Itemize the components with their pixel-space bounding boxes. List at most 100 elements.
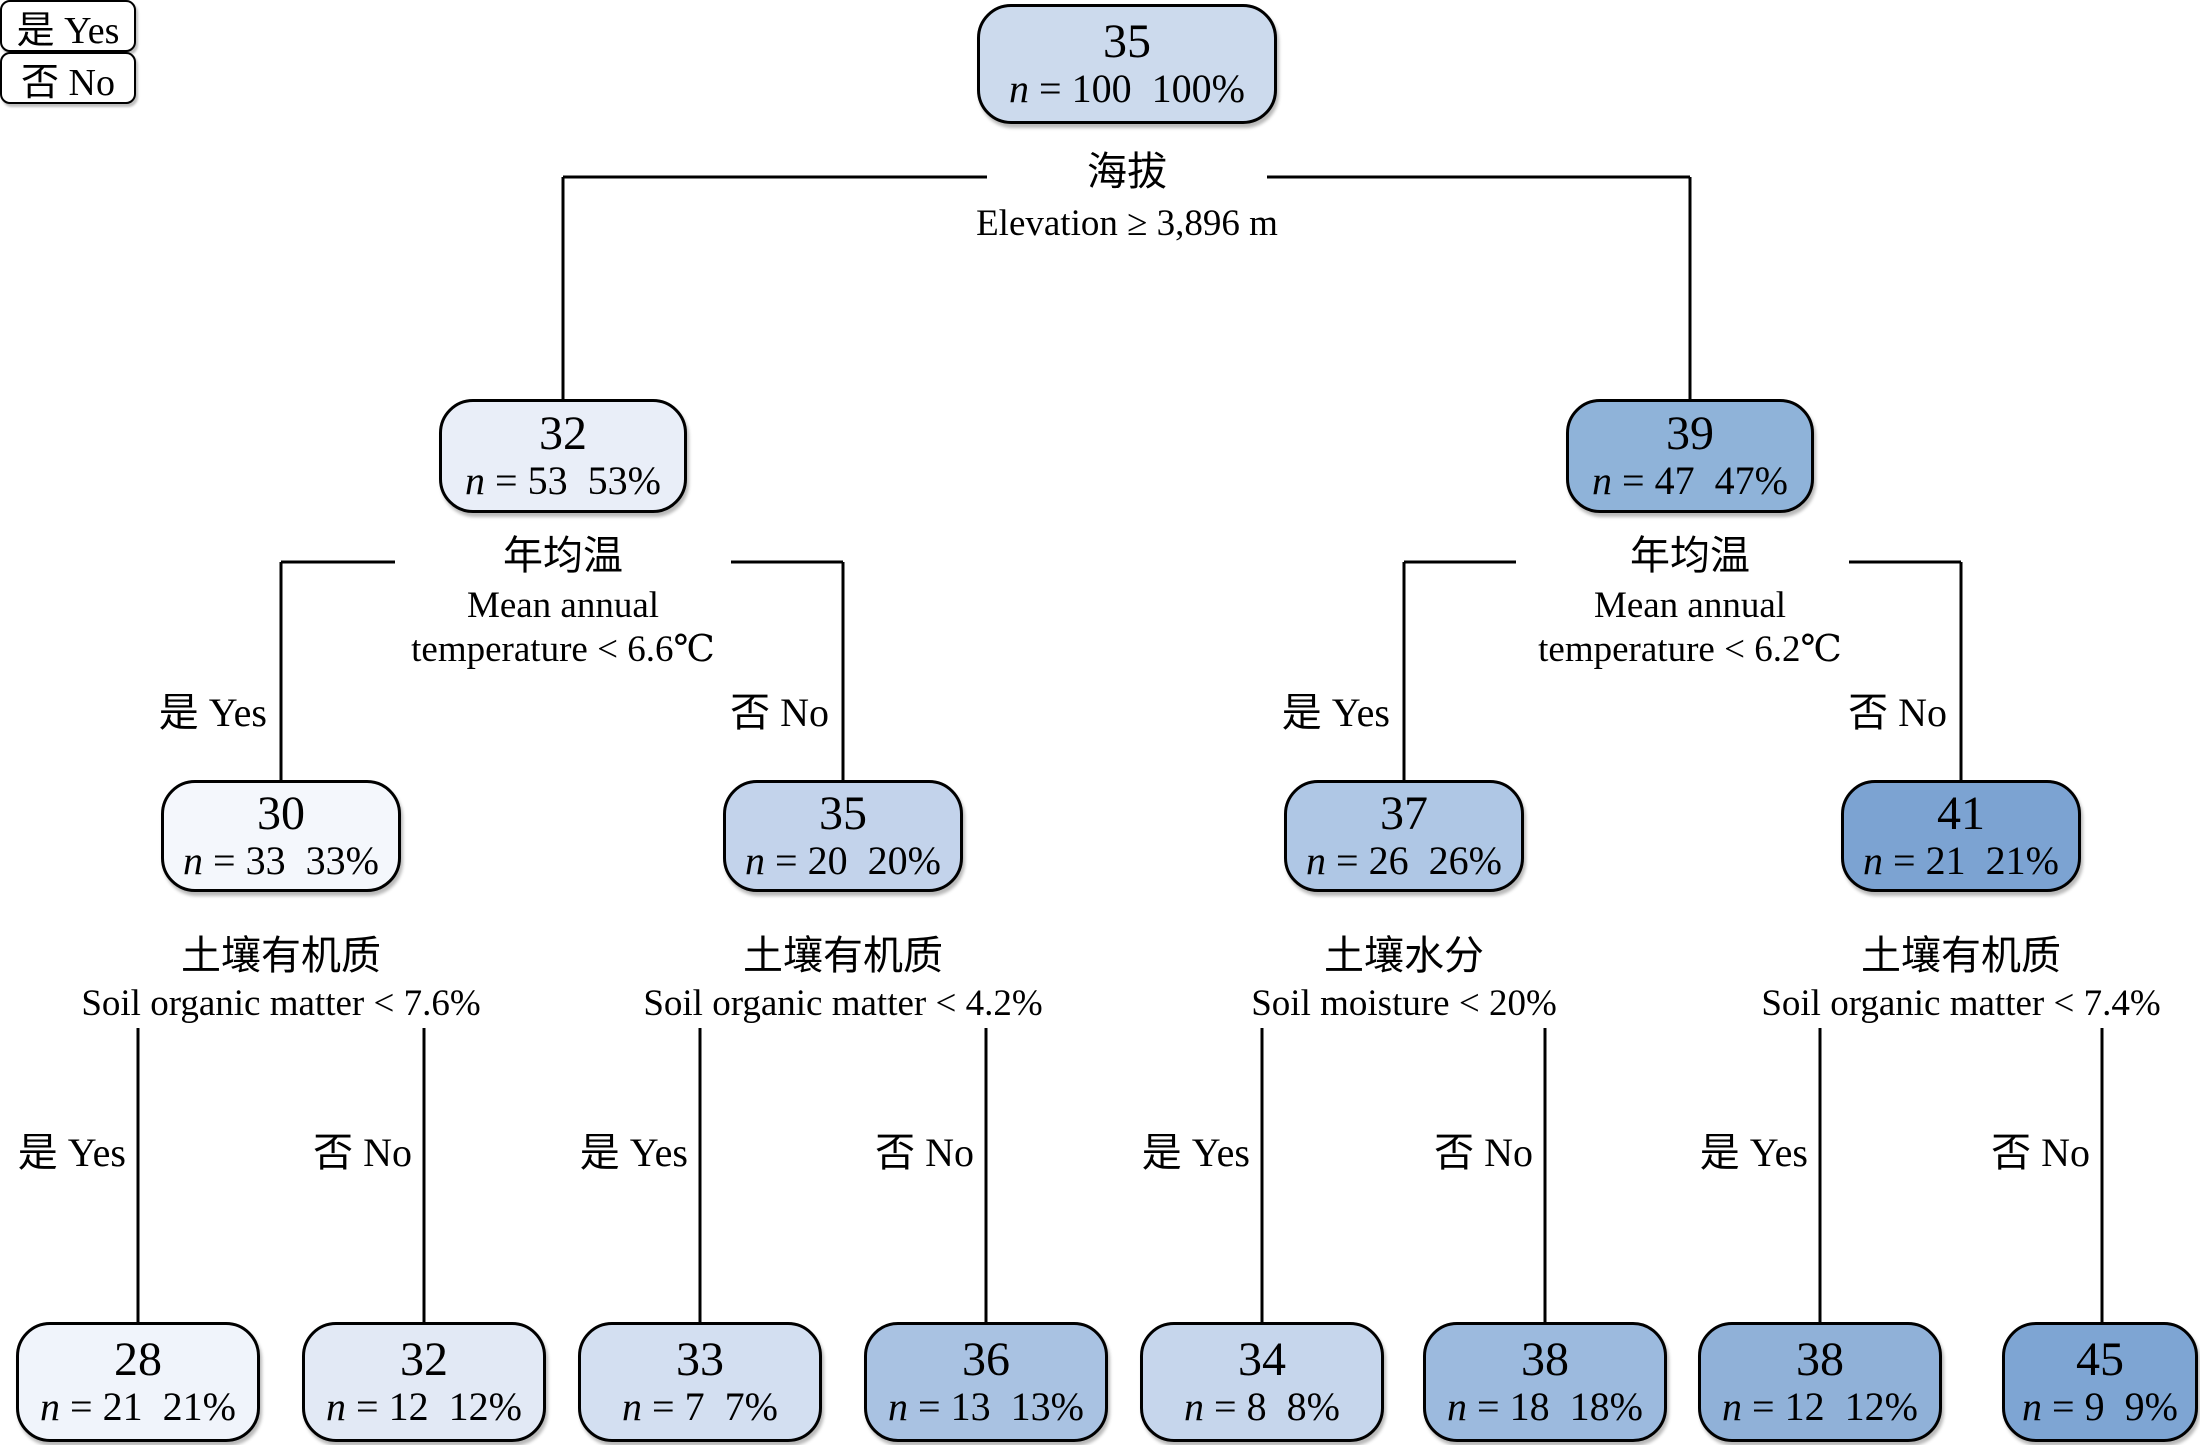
edge-label-rl-yes: 是 Yes: [1141, 1130, 1250, 1175]
tree-node-rl: 37 n = 26 26%: [1284, 780, 1524, 892]
node-n-line: n = 20 20%: [745, 839, 941, 883]
n-count: = 33 33%: [203, 838, 379, 884]
node-value: 30: [257, 786, 305, 840]
split-label-elevation-en: Elevation ≥ 3,896 m: [976, 203, 1278, 244]
n-symbol: n: [2022, 1384, 2043, 1430]
edge-label-root-yes: 是 Yes: [0, 0, 136, 52]
tree-leaf-5: 34 n = 8 8%: [1140, 1322, 1384, 1442]
n-symbol: n: [1592, 458, 1613, 504]
n-count: = 53 53%: [485, 458, 661, 504]
node-value: 38: [1521, 1332, 1569, 1386]
tree-leaf-2: 32 n = 12 12%: [302, 1322, 546, 1442]
n-count: = 20 20%: [765, 838, 941, 884]
n-symbol: n: [1009, 66, 1030, 112]
tree-node-lr: 35 n = 20 20%: [723, 780, 963, 892]
split-label-elevation-cn: 海拔: [987, 146, 1267, 198]
edge-label-right-yes: 是 Yes: [1281, 690, 1390, 735]
n-symbol: n: [465, 458, 486, 504]
edge-label-rl-no: 否 No: [1434, 1130, 1533, 1175]
n-symbol: n: [1306, 838, 1327, 884]
n-count: = 7 7%: [642, 1384, 778, 1430]
split-label-left-temp-en1: Mean annual: [466, 585, 660, 626]
edge-label-rr-yes: 是 Yes: [1699, 1130, 1808, 1175]
edge-label-lr-yes: 是 Yes: [579, 1130, 688, 1175]
node-value: 35: [1103, 14, 1151, 68]
n-symbol: n: [1863, 838, 1884, 884]
node-value: 45: [2076, 1332, 2124, 1386]
edge-label-ll-yes: 是 Yes: [17, 1130, 126, 1175]
n-count: = 21 21%: [60, 1384, 236, 1430]
split-label-right-temp-en2: temperature < 6.2℃: [1538, 629, 1842, 670]
n-count: = 13 13%: [908, 1384, 1084, 1430]
node-value: 37: [1380, 786, 1428, 840]
node-n-line: n = 53 53%: [465, 459, 661, 503]
n-symbol: n: [183, 838, 204, 884]
tree-leaf-3: 33 n = 7 7%: [578, 1322, 822, 1442]
split-label-right-temp-cn: 年均温: [1605, 530, 1775, 582]
tree-leaf-1: 28 n = 21 21%: [16, 1322, 260, 1442]
split-label-left-temp-cn: 年均温: [478, 530, 648, 582]
tree-node-left: 32 n = 53 53%: [439, 399, 687, 513]
node-n-line: n = 9 9%: [2022, 1385, 2178, 1429]
node-n-line: n = 33 33%: [183, 839, 379, 883]
edge-label-left-yes: 是 Yes: [158, 690, 267, 735]
node-value: 34: [1238, 1332, 1286, 1386]
node-value: 38: [1796, 1332, 1844, 1386]
edge-label-left-no: 否 No: [730, 690, 829, 735]
split-label-lr-som-en: Soil organic matter < 4.2%: [643, 983, 1043, 1024]
tree-leaf-7: 38 n = 12 12%: [1698, 1322, 1942, 1442]
split-label-rr-som-cn: 土壤有机质: [1861, 933, 2061, 978]
node-value: 32: [400, 1332, 448, 1386]
edge-label-lr-no: 否 No: [875, 1130, 974, 1175]
edge-label-ll-no: 否 No: [313, 1130, 412, 1175]
n-count: = 8 8%: [1204, 1384, 1340, 1430]
tree-leaf-8: 45 n = 9 9%: [2002, 1322, 2198, 1442]
split-label-rr-som-en: Soil organic matter < 7.4%: [1761, 983, 2161, 1024]
node-n-line: n = 12 12%: [326, 1385, 522, 1429]
tree-leaf-6: 38 n = 18 18%: [1423, 1322, 1667, 1442]
node-n-line: n = 12 12%: [1722, 1385, 1918, 1429]
n-count: = 47 47%: [1612, 458, 1788, 504]
node-n-line: n = 21 21%: [1863, 839, 2059, 883]
split-label-ll-som-en: Soil organic matter < 7.6%: [81, 983, 481, 1024]
n-symbol: n: [622, 1384, 643, 1430]
node-n-line: n = 100 100%: [1009, 67, 1245, 111]
node-value: 32: [539, 406, 587, 460]
split-label-rl-moisture-en: Soil moisture < 20%: [1251, 983, 1557, 1024]
split-label-lr-som-cn: 土壤有机质: [743, 933, 943, 978]
node-value: 36: [962, 1332, 1010, 1386]
split-label-rl-moisture-cn: 土壤水分: [1324, 933, 1484, 978]
edge-label-right-no: 否 No: [1848, 690, 1947, 735]
n-count: = 9 9%: [2042, 1384, 2178, 1430]
n-symbol: n: [1447, 1384, 1468, 1430]
node-value: 35: [819, 786, 867, 840]
split-label-right-temp-en1: Mean annual: [1593, 585, 1787, 626]
n-count: = 21 21%: [1883, 838, 2059, 884]
node-n-line: n = 7 7%: [622, 1385, 778, 1429]
n-count: = 100 100%: [1029, 66, 1245, 112]
n-symbol: n: [326, 1384, 347, 1430]
n-symbol: n: [745, 838, 766, 884]
node-n-line: n = 21 21%: [40, 1385, 236, 1429]
node-value: 33: [676, 1332, 724, 1386]
n-symbol: n: [1722, 1384, 1743, 1430]
node-value: 39: [1666, 406, 1714, 460]
edge-label-rr-no: 否 No: [1991, 1130, 2090, 1175]
n-count: = 26 26%: [1326, 838, 1502, 884]
node-n-line: n = 26 26%: [1306, 839, 1502, 883]
node-n-line: n = 8 8%: [1184, 1385, 1340, 1429]
split-label-left-temp-en2: temperature < 6.6℃: [411, 629, 715, 670]
n-count: = 12 12%: [346, 1384, 522, 1430]
n-symbol: n: [40, 1384, 61, 1430]
node-value: 28: [114, 1332, 162, 1386]
tree-node-right: 39 n = 47 47%: [1566, 399, 1814, 513]
node-n-line: n = 47 47%: [1592, 459, 1788, 503]
n-count: = 18 18%: [1467, 1384, 1643, 1430]
n-count: = 12 12%: [1742, 1384, 1918, 1430]
node-n-line: n = 13 13%: [888, 1385, 1084, 1429]
tree-node-ll: 30 n = 33 33%: [161, 780, 401, 892]
edge-label-root-no: 否 No: [0, 52, 136, 104]
node-n-line: n = 18 18%: [1447, 1385, 1643, 1429]
